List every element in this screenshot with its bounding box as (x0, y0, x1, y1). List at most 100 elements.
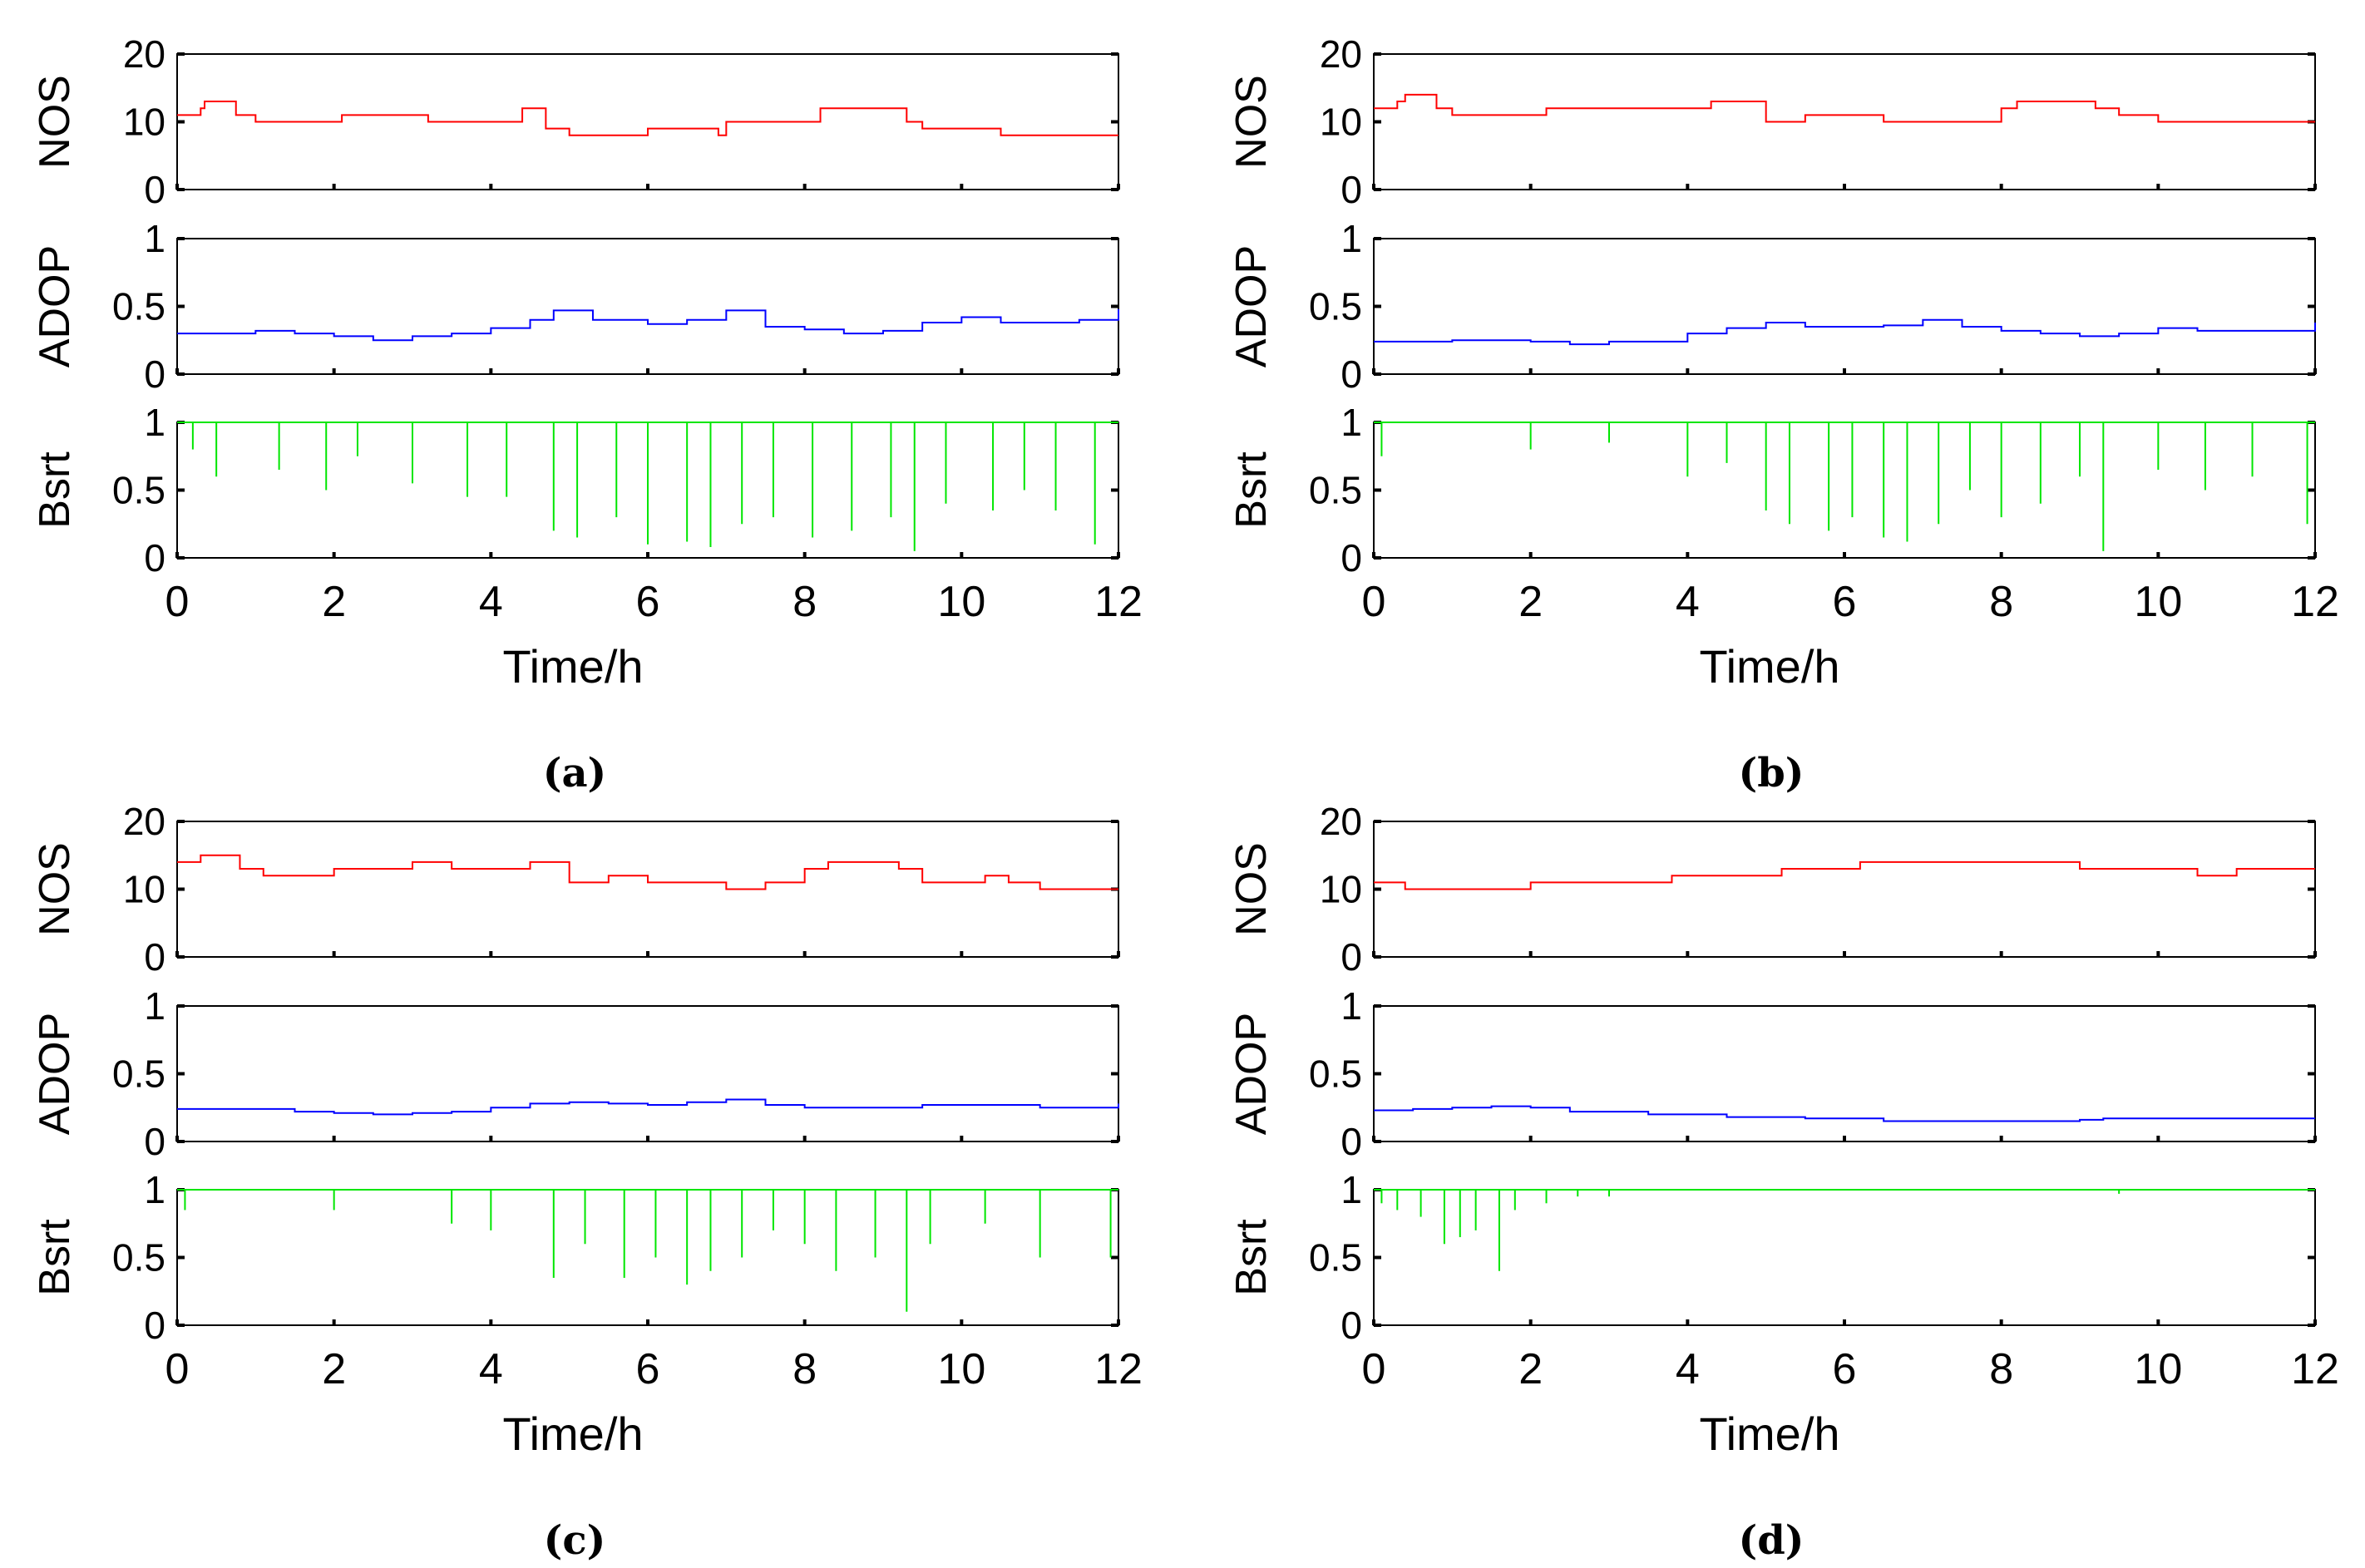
adop-subplot: 0 0.5 1 ADOP (1227, 984, 2317, 1163)
nos-ytick-label: 20 (1320, 800, 1362, 843)
bsrt-subplot: 0 0.5 1 Bsrt (1227, 401, 2317, 579)
adop-ylabel: ADOP (31, 1013, 79, 1135)
bsrt-axes-box (176, 1189, 1119, 1326)
bsrt-axes-box (1373, 422, 2316, 559)
xtick-label: 4 (479, 578, 503, 626)
adop-ytick-label: 1 (144, 984, 165, 1028)
bsrt-ytick-label: 1 (1340, 1168, 1362, 1211)
adop-axes-box (1373, 238, 2316, 375)
nos-ylabel: NOS (1227, 75, 1276, 169)
bsrt-ytick-label: 0 (1340, 536, 1362, 579)
xtick-label: 6 (636, 578, 660, 626)
bsrt-ytick-label: 1 (144, 401, 165, 444)
adop-ytick-label: 1 (1340, 984, 1362, 1028)
bsrt-ylabel: Bsrt (31, 451, 79, 529)
xtick-label: 0 (1362, 578, 1386, 626)
adop-ytick-label: 0 (144, 353, 165, 396)
bsrt-ylabel: Bsrt (1227, 1219, 1276, 1296)
adop-ytick-label: 1 (144, 217, 165, 260)
adop-subplot: 0 0.5 1 ADOP (1227, 217, 2317, 396)
adop-series-line (1374, 1105, 2315, 1122)
panel-c: 0 10 20 NOS 0 0.5 1 ADOP 0 0.5 1 Bsrt 0 2 4 6 8 10 12 Time/… (31, 800, 1143, 1564)
bsrt-ytick-label: 0.5 (112, 1236, 165, 1280)
adop-ytick-label: 0 (1340, 1120, 1362, 1163)
xtick-label: 12 (1094, 1345, 1143, 1393)
adop-ytick-label: 1 (1340, 217, 1362, 260)
xtick-label: 12 (2291, 1345, 2339, 1393)
xtick-label: 10 (937, 578, 985, 626)
adop-series-line (177, 1098, 1119, 1116)
bsrt-ylabel: Bsrt (31, 1219, 79, 1296)
xtick-label: 2 (1518, 578, 1543, 626)
panel-caption: (a) (543, 750, 607, 796)
xtick-label: 6 (1833, 578, 1857, 626)
adop-series-line (177, 308, 1119, 342)
xtick-label: 8 (1989, 1345, 2013, 1393)
nos-subplot: 0 10 20 NOS (1227, 800, 2317, 979)
nos-axes-box (176, 821, 1119, 958)
adop-ytick-label: 0.5 (112, 285, 165, 328)
adop-ytick-label: 0.5 (1309, 1053, 1362, 1096)
bsrt-ylabel: Bsrt (1227, 451, 1276, 529)
xaxis-label: Time/h (1699, 1408, 1839, 1460)
bsrt-subplot: 0 0.5 1 Bsrt (1227, 1168, 2317, 1347)
xtick-label: 8 (792, 1345, 817, 1393)
xtick-label: 2 (322, 578, 346, 626)
bsrt-ytick-label: 0 (1340, 1304, 1362, 1347)
xtick-label: 10 (2134, 1345, 2182, 1393)
nos-ylabel: NOS (31, 75, 79, 169)
nos-ytick-label: 0 (1340, 168, 1362, 211)
xaxis-label: Time/h (502, 1408, 643, 1460)
adop-ytick-label: 0.5 (1309, 285, 1362, 328)
bsrt-ytick-label: 0.5 (112, 469, 165, 512)
bsrt-subplot: 0 0.5 1 Bsrt (31, 1168, 1120, 1347)
xtick-label: 12 (1094, 578, 1143, 626)
nos-series-line (177, 854, 1118, 890)
bsrt-ytick-label: 0.5 (1309, 1236, 1362, 1280)
xtick-label: 2 (1518, 1345, 1543, 1393)
adop-subplot: 0 0.5 1 ADOP (31, 217, 1120, 396)
xtick-label: 2 (322, 1345, 346, 1393)
xaxis-label: Time/h (1699, 640, 1839, 693)
xaxis-label: Time/h (502, 640, 643, 693)
adop-ylabel: ADOP (1227, 1013, 1276, 1135)
nos-subplot: 0 10 20 NOS (1227, 32, 2317, 211)
nos-ytick-label: 10 (123, 101, 165, 144)
nos-series-line (1374, 860, 2315, 890)
panel-a: 0 10 20 NOS 0 0.5 1 ADOP 0 0.5 1 Bsrt 0 2 4 6 8 10 12 Time/… (31, 32, 1143, 796)
xtick-label: 6 (636, 1345, 660, 1393)
nos-ytick-label: 20 (123, 32, 165, 76)
adop-series-line (1374, 318, 2316, 346)
xtick-label: 10 (937, 1345, 985, 1393)
xtick-label: 0 (1362, 1345, 1386, 1393)
adop-axes-box (176, 1005, 1119, 1142)
nos-subplot: 0 10 20 NOS (31, 800, 1120, 979)
adop-axes-box (176, 238, 1119, 375)
nos-ytick-label: 10 (123, 868, 165, 911)
nos-series-line (177, 101, 1118, 136)
nos-series-line (1374, 93, 2315, 123)
xtick-label: 4 (479, 1345, 503, 1393)
bsrt-ytick-label: 0 (144, 1304, 165, 1347)
bsrt-ytick-label: 0.5 (1309, 469, 1362, 512)
panel-b: 0 10 20 NOS 0 0.5 1 ADOP 0 0.5 1 Bsrt 0 2 4 6 8 10 12 Time/… (1227, 32, 2339, 796)
bsrt-ytick-label: 1 (144, 1168, 165, 1211)
xtick-label: 0 (165, 578, 190, 626)
adop-ytick-label: 0.5 (112, 1053, 165, 1096)
adop-axes-box (1373, 1005, 2316, 1142)
nos-ytick-label: 0 (1340, 935, 1362, 979)
xtick-label: 6 (1833, 1345, 1857, 1393)
xtick-label: 10 (2134, 578, 2182, 626)
adop-ylabel: ADOP (1227, 245, 1276, 367)
adop-ytick-label: 0 (1340, 353, 1362, 396)
nos-subplot: 0 10 20 NOS (31, 32, 1120, 211)
xtick-label: 8 (1989, 578, 2013, 626)
panel-caption: (c) (544, 1517, 606, 1564)
adop-ytick-label: 0 (144, 1120, 165, 1163)
panel-caption: (b) (1739, 750, 1805, 796)
nos-ytick-label: 10 (1320, 868, 1362, 911)
panel-caption: (d) (1739, 1517, 1805, 1564)
bsrt-ytick-label: 0 (144, 536, 165, 579)
nos-ytick-label: 20 (123, 800, 165, 843)
